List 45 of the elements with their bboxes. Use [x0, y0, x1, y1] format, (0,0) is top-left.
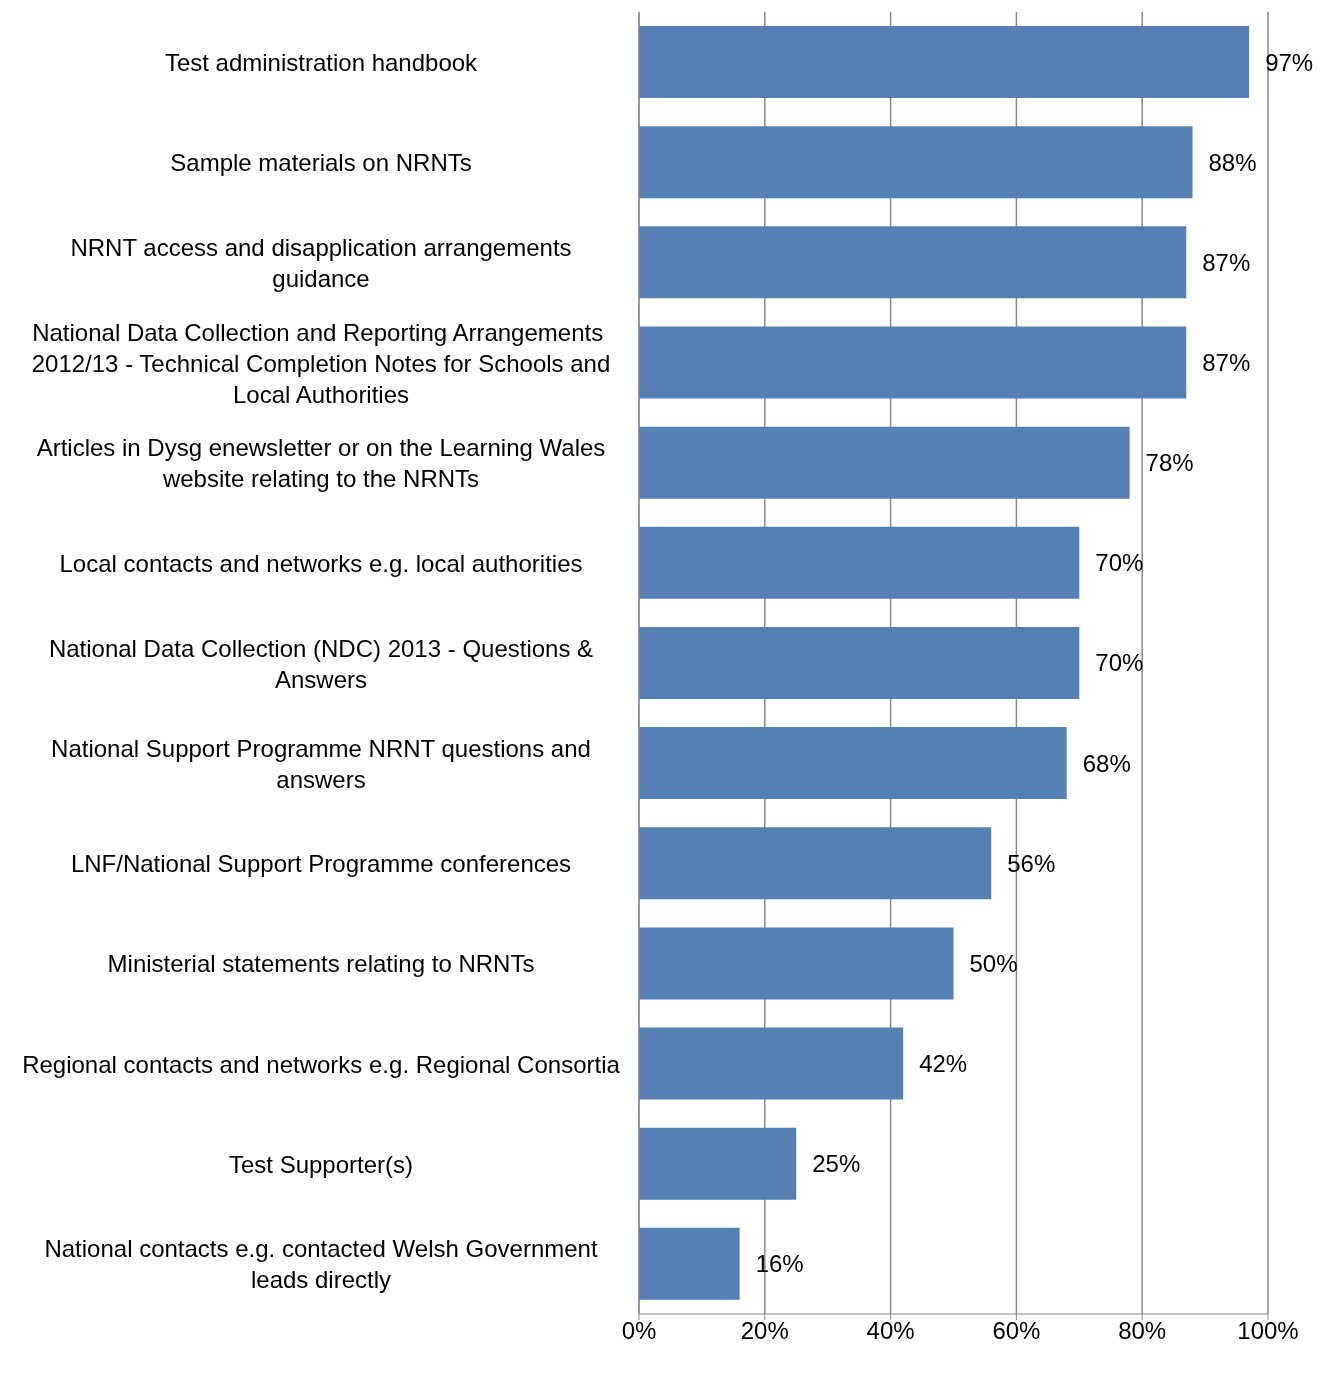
bar	[639, 326, 1187, 399]
y-tick-label: National Data Collection and Reporting Arrangements 2012/13 - Technical Completion Notes for Schools and Local Authorities	[31, 318, 611, 408]
bar	[639, 26, 1250, 99]
y-tick-label: Test administration handbook	[164, 48, 479, 76]
y-tick-label: Articles in Dysg enewsletter or on the Learning Wales website relating to the NRNTs	[36, 433, 606, 492]
data-label: 16%	[755, 1250, 804, 1278]
x-tick-label: 20%	[740, 1317, 789, 1345]
data-label: 88%	[1208, 148, 1257, 176]
data-label: 25%	[812, 1150, 861, 1178]
y-tick-label: Ministerial statements relating to NRNTs	[107, 949, 535, 977]
data-label: 50%	[969, 949, 1018, 977]
y-tick-label: NRNT access and disapplication arrangements guidance	[70, 233, 572, 292]
x-tick-label: 40%	[866, 1317, 915, 1345]
y-tick-label: Local contacts and networks e.g. local authorities	[59, 549, 583, 577]
bar	[639, 226, 1187, 299]
y-tick-label: Regional contacts and networks e.g. Regional Consortia	[22, 1050, 621, 1078]
data-label: 42%	[919, 1050, 968, 1078]
y-tick-label: National Support Programme NRNT questions and answers	[51, 734, 591, 793]
data-label: 68%	[1082, 749, 1131, 777]
bar	[639, 927, 954, 1000]
data-label: 70%	[1095, 549, 1144, 577]
bar	[639, 1027, 904, 1100]
y-tick-label: National contacts e.g. contacted Welsh Government leads directly	[44, 1234, 598, 1293]
bar	[639, 1227, 740, 1300]
y-tick-label: National Data Collection (NDC) 2013 - Questions & Answers	[48, 634, 594, 692]
data-label: 78%	[1145, 449, 1194, 477]
bar	[639, 1127, 797, 1200]
data-label: 56%	[1007, 849, 1056, 877]
y-tick-label: LNF/National Support Programme conferences	[70, 849, 572, 877]
data-label: 70%	[1095, 649, 1144, 677]
bar	[639, 426, 1130, 499]
data-label: 87%	[1202, 349, 1251, 376]
bar	[639, 626, 1080, 699]
data-label: 87%	[1202, 248, 1251, 276]
bar	[639, 727, 1067, 800]
x-tick-label: 100%	[1237, 1317, 1299, 1345]
bar	[639, 526, 1080, 599]
y-tick-label: Sample materials on NRNTs	[170, 148, 472, 176]
x-tick-label: 80%	[1118, 1317, 1167, 1345]
bar	[639, 126, 1193, 199]
x-tick-label: 60%	[992, 1317, 1041, 1345]
bar	[639, 827, 992, 900]
y-tick-label: Test Supporter(s)	[228, 1150, 414, 1178]
data-label: 97%	[1265, 48, 1314, 76]
x-tick-label: 0%	[621, 1317, 657, 1345]
